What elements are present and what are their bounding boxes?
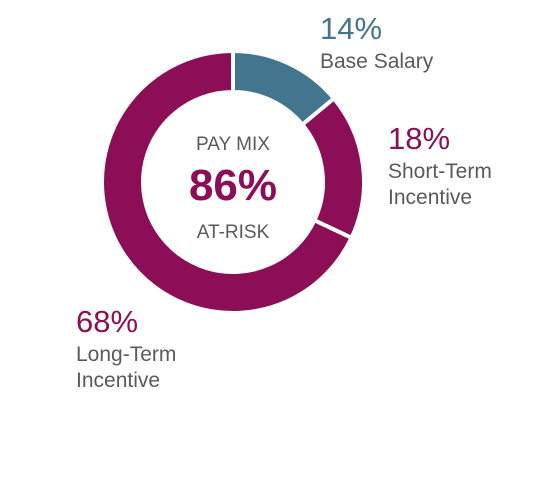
donut-slice xyxy=(299,95,366,241)
donut-slice xyxy=(100,48,355,315)
slice-name-label: Base Salary xyxy=(320,49,434,73)
slice-name-label: Short-Term Incentive xyxy=(388,159,492,209)
slice-percent-label: 18% xyxy=(388,121,451,156)
donut-slices xyxy=(100,48,366,315)
center-title: PAY MIX xyxy=(196,134,270,155)
slice-percent-label: 14% xyxy=(320,11,383,46)
slice-label-short-term-incentive: 18% Short-Term Incentive xyxy=(388,120,492,211)
center-subtitle: AT-RISK xyxy=(197,222,270,243)
center-value: 86% xyxy=(189,161,277,210)
slice-percent-label: 68% xyxy=(76,304,139,339)
slice-label-base-salary: 14% Base Salary xyxy=(320,10,433,75)
slice-name-label: Long-Term Incentive xyxy=(76,342,177,392)
slice-label-long-term-incentive: 68% Long-Term Incentive xyxy=(76,303,176,394)
